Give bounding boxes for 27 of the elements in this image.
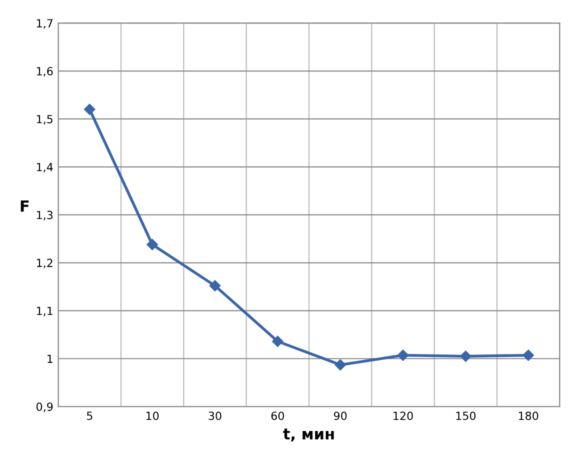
x-tick-label: 10 [146, 412, 159, 420]
x-tick-label: 5 [86, 412, 92, 420]
x-tick-label: 30 [208, 412, 222, 420]
point [84, 104, 96, 115]
y-tick-label: 1 [48, 354, 52, 363]
point [334, 359, 346, 370]
y-tick-label: 0,9 [36, 402, 53, 412]
point [522, 350, 534, 361]
y-tick-label: 1,7 [36, 19, 52, 29]
y-tick-label: 1,1 [36, 306, 52, 316]
y-tick-label: 1,4 [36, 163, 53, 172]
y-tick-label: 1,6 [36, 67, 53, 77]
x-tick-label: 90 [334, 412, 347, 420]
y-tick-label: 1,5 [36, 115, 52, 124]
x-axis-title: t, мин [283, 428, 334, 442]
point [272, 336, 284, 347]
x-tick-label: 120 [394, 412, 413, 420]
point [209, 280, 221, 292]
y-axis-title: F [20, 200, 29, 212]
point [146, 238, 158, 250]
y-tick-label: 1,3 [36, 210, 53, 220]
x-tick-label: 180 [518, 412, 538, 420]
point [397, 350, 409, 361]
point [460, 350, 472, 362]
x-tick-label: 60 [271, 412, 284, 420]
y-tick-label: 1,2 [36, 258, 52, 268]
x-tick-label: 150 [456, 412, 476, 420]
